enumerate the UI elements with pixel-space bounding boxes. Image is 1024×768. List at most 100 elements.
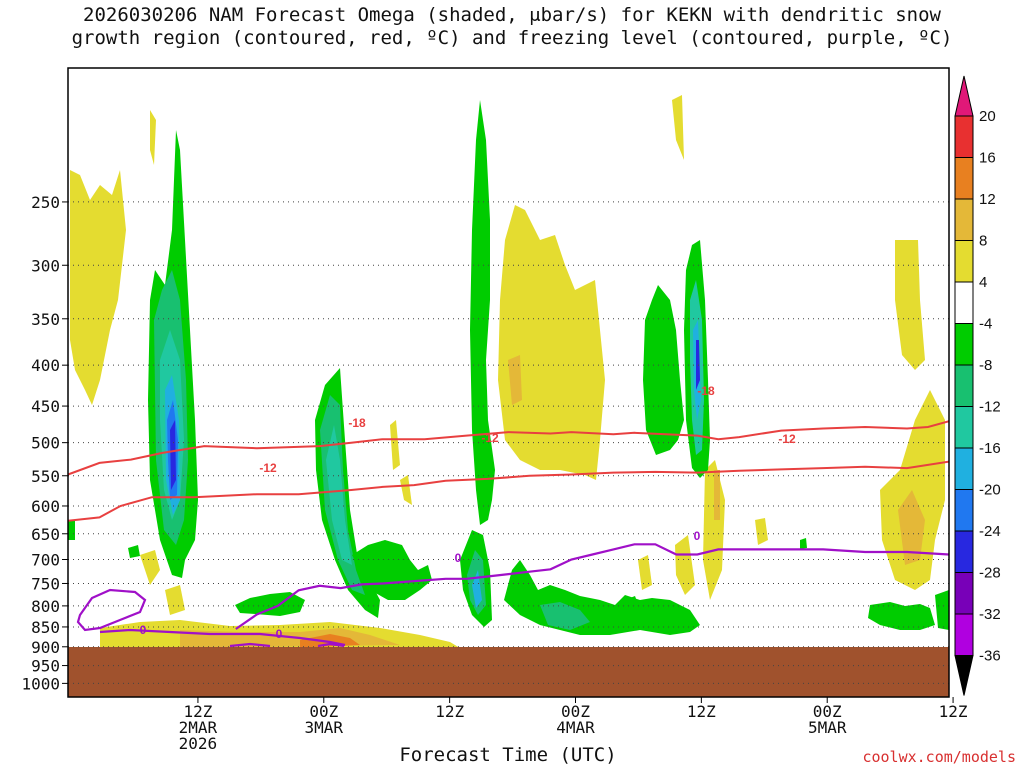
contour-label: 0	[455, 551, 462, 565]
omega-positive-region	[165, 585, 185, 615]
y-tick-label: 750	[31, 574, 60, 593]
y-tick-label: 1000	[21, 674, 60, 693]
y-tick-label: 650	[31, 525, 60, 544]
contour-label: 0	[694, 529, 701, 543]
contour-label: 0	[276, 627, 283, 641]
colorbar-segment	[954, 115, 974, 158]
colorbar-segment	[954, 530, 974, 573]
colorbar-label: -12	[979, 399, 1001, 416]
colorbar-label: -36	[979, 648, 1001, 665]
contour-label: -12	[481, 431, 499, 445]
x-tick-label: 00Z	[561, 702, 590, 721]
y-tick-label: 250	[31, 193, 60, 212]
y-tick-label: 800	[31, 597, 60, 616]
omega-negative-region	[868, 602, 935, 630]
x-tick-label: 2MAR	[179, 718, 218, 737]
omega-positive-region	[898, 490, 925, 565]
source-credit: coolwx.com/models	[862, 748, 1016, 766]
y-tick-label: 600	[31, 497, 60, 516]
omega-positive-region	[895, 240, 925, 370]
omega-negative-region	[800, 538, 807, 549]
colorbar-label: -20	[979, 482, 1001, 499]
colorbar-segment	[954, 157, 974, 200]
colorbar-label: -4	[979, 316, 992, 333]
omega-positive-region	[140, 550, 160, 585]
purple-freezing-level-line	[317, 642, 345, 648]
omega-positive-region	[675, 535, 695, 595]
x-tick-label: 2026	[179, 734, 218, 753]
omega-negative-region	[470, 100, 495, 525]
contour-label: -12	[778, 432, 796, 446]
plot-frame	[67, 67, 950, 698]
colorbar-segment	[954, 489, 974, 532]
colorbar-segment	[954, 406, 974, 449]
x-tick-label: 12Z	[183, 702, 212, 721]
x-tick-label: 00Z	[309, 702, 338, 721]
y-tick-label: 350	[31, 310, 60, 329]
omega-negative-region	[326, 425, 352, 565]
colorbar-label: -8	[979, 357, 992, 374]
chart-title: 2026030206 NAM Forecast Omega (shaded, μ…	[0, 4, 1024, 50]
x-tick-label: 12Z	[939, 702, 968, 721]
omega-positive-region	[390, 420, 400, 470]
omega-positive-region	[755, 518, 768, 545]
omega-negative-region	[625, 596, 642, 625]
x-axis-title: Forecast Time (UTC)	[399, 744, 617, 766]
colorbar-label: -32	[979, 606, 1001, 623]
omega-positive-region	[498, 205, 605, 480]
chart-title-line-1: 2026030206 NAM Forecast Omega (shaded, μ…	[83, 4, 941, 26]
y-tick-label: 850	[31, 618, 60, 637]
colorbar-segment	[954, 75, 974, 117]
colorbar-label: 8	[979, 233, 987, 250]
omega-negative-region	[643, 285, 684, 455]
red-contour-line	[68, 420, 949, 476]
y-tick-label: 450	[31, 397, 60, 416]
omega-positive-region	[150, 110, 156, 165]
x-tick-label: 4MAR	[556, 718, 595, 737]
y-tick-label: 700	[31, 551, 60, 570]
omega-positive-region	[638, 555, 652, 590]
colorbar-segment	[954, 323, 974, 366]
colorbar-segment	[954, 198, 974, 241]
purple-freezing-level-line	[235, 543, 949, 630]
y-tick-label: 550	[31, 467, 60, 486]
red-contour-line	[68, 460, 949, 522]
colorbar-segment	[954, 572, 974, 615]
colorbar-segment	[954, 613, 974, 656]
colorbar-label: -16	[979, 440, 1001, 457]
colorbar-label: 12	[979, 191, 996, 208]
contour-label: -18	[348, 416, 366, 430]
x-tick-label: 5MAR	[808, 718, 847, 737]
x-tick-label: 12Z	[435, 702, 464, 721]
x-tick-label: 12Z	[687, 702, 716, 721]
colorbar-label: -28	[979, 565, 1001, 582]
contour-label: -18	[697, 384, 715, 398]
colorbar-label: 20	[979, 108, 996, 125]
ground-below-surface	[68, 647, 949, 697]
purple-freezing-level-line	[76, 588, 147, 632]
omega-negative-region	[935, 590, 949, 630]
y-tick-label: 950	[31, 657, 60, 676]
omega-negative-region	[128, 545, 140, 558]
colorbar-segment	[954, 364, 974, 407]
omega-positive-region	[400, 475, 412, 505]
omega-negative-region	[472, 570, 482, 608]
omega-positive-region	[508, 355, 522, 405]
omega-positive-region	[880, 390, 945, 590]
colorbar-segment	[954, 240, 974, 283]
purple-freezing-level-line	[229, 642, 271, 648]
omega-positive-region	[714, 470, 720, 520]
colorbar-label: 4	[979, 274, 987, 291]
omega-positive-region	[672, 95, 684, 160]
y-tick-label: 400	[31, 356, 60, 375]
x-tick-label: 00Z	[813, 702, 842, 721]
contour-label: -12	[259, 461, 277, 475]
omega-negative-region	[170, 420, 176, 490]
colorbar-segment	[954, 447, 974, 490]
y-tick-label: 300	[31, 256, 60, 275]
y-tick-label: 500	[31, 434, 60, 453]
x-tick-label: 3MAR	[305, 718, 344, 737]
colorbar-segment	[954, 655, 974, 696]
colorbar-label: 16	[979, 150, 996, 167]
